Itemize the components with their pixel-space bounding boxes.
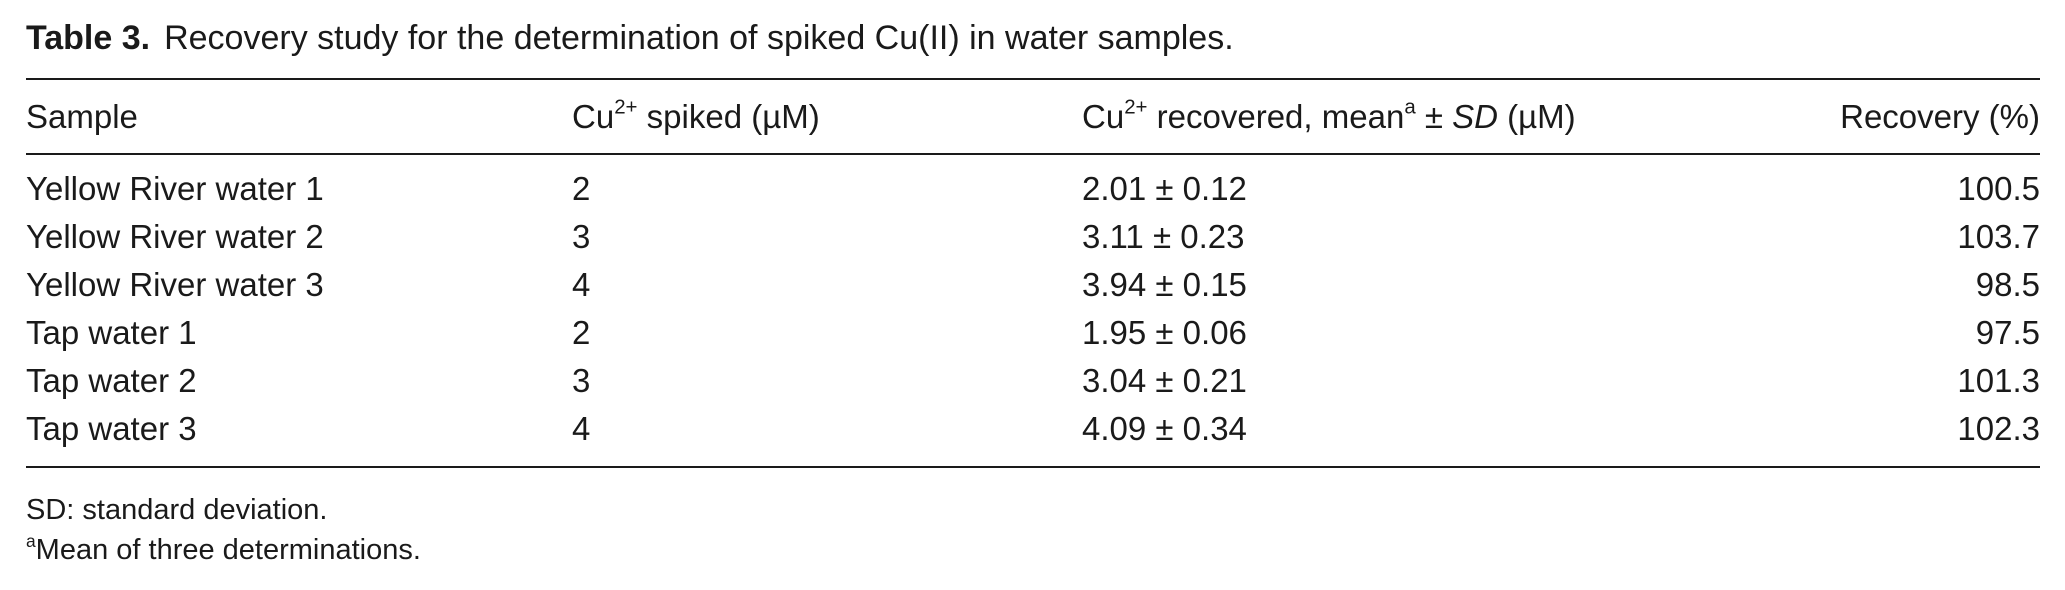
header-spiked-suffix: spiked (µM) — [637, 97, 820, 135]
bottom-rule — [26, 466, 2040, 468]
header-spiked-prefix: Cu — [572, 97, 615, 135]
cell-recovery-value: 98.5 — [1975, 266, 2040, 303]
cell-recovered: 2.01 ± 0.12 — [1082, 170, 1247, 207]
recovery-table: Sample Cu2+ spiked (µM) Cu2+ recovered, … — [26, 80, 2040, 453]
cell-spiked: 4 — [572, 410, 591, 447]
header-recovered-unit: (µM) — [1497, 97, 1576, 135]
cell-sample: Tap water 3 — [26, 410, 197, 447]
cell-recovery-value: 97.5 — [1975, 314, 2040, 351]
footnote-sd: SD: standard deviation. — [26, 494, 328, 526]
table-row: Tap water 1 2 1.95 ± 0.06 97.5 — [26, 309, 2040, 357]
footnote-a-text: Mean of three determinations. — [35, 534, 421, 566]
cell-sample: Yellow River water 1 — [26, 170, 324, 207]
footnote-a-marker: a — [26, 530, 36, 551]
cell-recovered: 3.11 ± 0.23 — [1082, 218, 1245, 255]
cell-sample: Yellow River water 3 — [26, 266, 324, 303]
cell-recovery-value: 103.7 — [1957, 218, 2040, 255]
cell-spiked: 3 — [572, 362, 591, 399]
header-sample: Sample — [26, 97, 138, 135]
table-row: Yellow River water 3 4 3.94 ± 0.15 98.5 — [26, 261, 2040, 309]
header-recovered: Cu2+ recovered, meana ± SD (µM) — [1082, 80, 1820, 153]
cell-recovery: 98.5 — [1820, 261, 2040, 309]
cell-sample: Tap water 1 — [26, 314, 197, 351]
cell-spiked: 4 — [572, 266, 591, 303]
cell-recovered: 3.04 ± 0.21 — [1082, 362, 1247, 399]
cell-recovery: 102.3 — [1820, 405, 2040, 453]
cell-recovery: 101.3 — [1820, 357, 2040, 405]
header-recovered-mid: recovered, mean — [1147, 97, 1405, 135]
header-recovered-sd: SD — [1452, 97, 1498, 135]
table-label: Table 3. — [26, 19, 151, 57]
cell-recovery-value: 100.5 — [1957, 170, 2040, 207]
header-spiked: Cu2+ spiked (µM) — [572, 80, 1082, 153]
cell-spiked: 2 — [572, 170, 591, 207]
cell-recovery: 103.7 — [1820, 213, 2040, 261]
table-row: Tap water 2 3 3.04 ± 0.21 101.3 — [26, 357, 2040, 405]
cell-spiked: 3 — [572, 218, 591, 255]
cell-recovery: 97.5 — [1820, 309, 2040, 357]
table-title: Recovery study for the determination of … — [164, 19, 1234, 57]
table-row: Yellow River water 2 3 3.11 ± 0.23 103.7 — [26, 213, 2040, 261]
header-row: Sample Cu2+ spiked (µM) Cu2+ recovered, … — [26, 80, 2040, 153]
cell-recovered: 4.09 ± 0.34 — [1082, 410, 1247, 447]
header-recovered-footnote-marker: a — [1404, 95, 1416, 119]
cell-recovered: 3.94 ± 0.15 — [1082, 266, 1247, 303]
cell-recovery: 100.5 — [1820, 153, 2040, 213]
header-recovery: Recovery (%) — [1840, 97, 2040, 135]
header-rule — [26, 153, 2040, 155]
header-recovered-prefix: Cu — [1082, 97, 1125, 135]
cell-sample: Yellow River water 2 — [26, 218, 324, 255]
header-spiked-charge: 2+ — [614, 95, 638, 119]
cell-sample: Tap water 2 — [26, 362, 197, 399]
table-row: Tap water 3 4 4.09 ± 0.34 102.3 — [26, 405, 2040, 453]
footnote-a: aMean of three determinations. — [26, 530, 421, 570]
header-recovered-pm: ± — [1415, 97, 1453, 135]
cell-recovered: 1.95 ± 0.06 — [1082, 314, 1247, 351]
table-caption: Table 3. Recovery study for the determina… — [26, 16, 1234, 60]
top-rule — [26, 78, 2040, 80]
cell-spiked: 2 — [572, 314, 591, 351]
cell-recovery-value: 101.3 — [1957, 362, 2040, 399]
table-footnotes: SD: standard deviation. aMean of three d… — [26, 490, 421, 570]
header-recovered-charge: 2+ — [1124, 95, 1148, 119]
cell-recovery-value: 102.3 — [1957, 410, 2040, 447]
table-row: Yellow River water 1 2 2.01 ± 0.12 100.5 — [26, 153, 2040, 213]
